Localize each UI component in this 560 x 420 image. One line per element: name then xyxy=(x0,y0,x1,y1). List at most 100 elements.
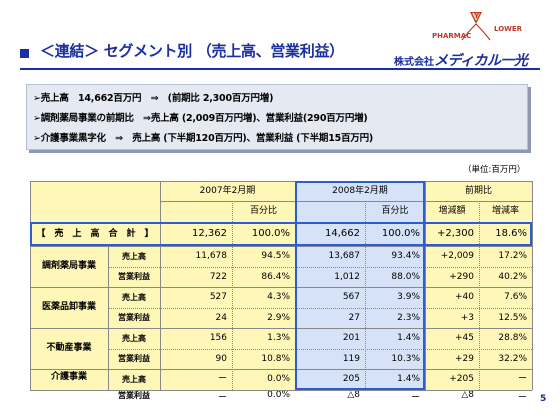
table-cell: +29 xyxy=(455,354,474,364)
segment-divider xyxy=(30,287,532,288)
table-cell: 27 xyxy=(348,313,360,323)
table-border-right xyxy=(532,181,533,390)
row-label: 営業利益 xyxy=(118,354,150,363)
table-cell: 156 xyxy=(209,333,227,343)
table-cell: 2.9% xyxy=(267,313,290,323)
table-cell: 201 xyxy=(342,333,360,343)
logo-initial: Y xyxy=(474,12,480,20)
logo-text-left: PHARMAC xyxy=(432,32,472,40)
table-cell: 3.9% xyxy=(397,292,420,302)
table-cell: 17.2% xyxy=(498,251,527,261)
table-cell: ー xyxy=(217,374,227,384)
total-row-highlight xyxy=(30,222,532,246)
table-cell: △8 xyxy=(347,390,360,400)
table-cell: 722 xyxy=(209,272,227,282)
total-row-value: +2,300 xyxy=(436,228,474,239)
table-cell: +2,009 xyxy=(440,251,474,261)
table-cell: 0.0% xyxy=(267,374,290,384)
logo-mark-icon xyxy=(461,12,491,41)
row-label: 売上高 xyxy=(122,252,146,261)
table-bg-yellow xyxy=(30,181,532,390)
table-cell: 4.3% xyxy=(267,292,290,302)
table-cell: +45 xyxy=(455,333,474,343)
period-header-3: 前期比 xyxy=(464,186,492,196)
total-row-value: 14,662 xyxy=(325,228,360,239)
table-cell: 11,678 xyxy=(195,251,228,261)
column-line xyxy=(160,181,161,390)
company-name: 株式会社メディカル一光 xyxy=(394,50,528,70)
total-row-value: 100.0% xyxy=(251,228,290,239)
page-number: 5 xyxy=(540,394,547,404)
table-cell: 10.3% xyxy=(391,354,420,364)
sub-header-2: 百分比 xyxy=(381,206,409,216)
table-cell: 28.8% xyxy=(498,333,527,343)
row-divider xyxy=(108,349,532,350)
segment-divider xyxy=(30,328,532,329)
label-col-line xyxy=(108,246,109,390)
total-row-bottom-line xyxy=(30,246,532,247)
company-prefix: 株式会社 xyxy=(394,57,434,68)
table-cell: 0.0% xyxy=(267,390,290,400)
table-cell: +3 xyxy=(460,313,474,323)
segment-name: 不動産事業 xyxy=(46,343,92,353)
table-bg-blue-2008 xyxy=(295,181,425,390)
table-cell: 32.2% xyxy=(498,354,527,364)
total-row-label: 【 売 上 高 合 計 】 xyxy=(36,229,154,239)
row-label: 売上高 xyxy=(122,293,146,302)
sub-header-4: 増減率 xyxy=(491,206,519,216)
table-cell: 1.4% xyxy=(397,333,420,343)
table-cell: +205 xyxy=(449,374,474,384)
table-cell: 86.4% xyxy=(261,272,290,282)
table-border-bottom xyxy=(30,390,532,391)
segment-divider xyxy=(30,369,532,370)
table-cell: 7.6% xyxy=(504,292,527,302)
summary-box: ➢売上高 14,662百万円 ⇒ (前期比 2,300百万円増) ➢調剤薬局事業… xyxy=(26,84,528,150)
page-title: ＜連結＞ セグメント別 （売上高、営業利益） xyxy=(40,42,344,60)
summary-line-1: ➢売上高 14,662百万円 ⇒ (前期比 2,300百万円増) xyxy=(33,93,274,104)
table-cell: ー xyxy=(517,374,527,384)
table-cell: +290 xyxy=(449,272,474,282)
table-cell: 10.8% xyxy=(261,354,290,364)
segment-name: 介護事業 xyxy=(50,372,87,382)
column-line-dotted xyxy=(365,201,366,390)
table-border-top xyxy=(30,181,532,182)
table-cell: 119 xyxy=(342,354,360,364)
total-row-value: 12,362 xyxy=(192,228,227,239)
summary-line-3: ➢介護事業黒字化 ⇒ 売上高 (下半期120百万円)、営業利益 (下半期15百万… xyxy=(33,133,374,144)
row-label: 営業利益 xyxy=(118,313,150,322)
table-cell: 205 xyxy=(342,374,360,384)
summary-line-2: ➢調剤薬局事業の前期比 ⇒売上高 (2,009百万円増)、営業利益(290百万円… xyxy=(33,113,368,124)
row-label: 営業利益 xyxy=(118,272,150,281)
table-cell: 1,012 xyxy=(334,272,360,282)
sub-header-3: 増減額 xyxy=(438,206,466,216)
table-cell: 40.2% xyxy=(498,272,527,282)
row-label: 売上高 xyxy=(122,375,146,384)
table-cell: 1.3% xyxy=(267,333,290,343)
table-cell: 94.5% xyxy=(261,251,290,261)
total-row-value: 100.0% xyxy=(381,228,420,239)
table-cell: ー xyxy=(217,393,227,403)
table-cell: 567 xyxy=(342,292,360,302)
table-cell: 2.3% xyxy=(397,313,420,323)
row-divider xyxy=(108,267,532,268)
row-divider xyxy=(108,308,532,309)
sub-header-1: 百分比 xyxy=(249,206,277,216)
table-cell: 93.4% xyxy=(391,251,420,261)
segment-name: 調剤薬局事業 xyxy=(41,261,96,271)
logo-text-right: LOWER xyxy=(494,25,523,33)
header-rule xyxy=(20,68,540,70)
header-divider xyxy=(160,201,532,202)
table-cell: 527 xyxy=(209,292,227,302)
table-cell: 1.4% xyxy=(397,374,420,384)
unit-label: （単位:百万円） xyxy=(463,165,526,175)
table-cell: ー xyxy=(517,393,527,403)
fy2008-highlight xyxy=(295,181,425,390)
column-line-dotted xyxy=(232,201,233,390)
row-label: 売上高 xyxy=(122,334,146,343)
table-border-left xyxy=(30,181,31,390)
period-header-1: 2007年2月期 xyxy=(199,186,256,196)
table-cell: 12.5% xyxy=(498,313,527,323)
table-cell: 88.0% xyxy=(391,272,420,282)
table-cell: +40 xyxy=(455,292,474,302)
total-row-value: 18.6% xyxy=(495,228,527,239)
